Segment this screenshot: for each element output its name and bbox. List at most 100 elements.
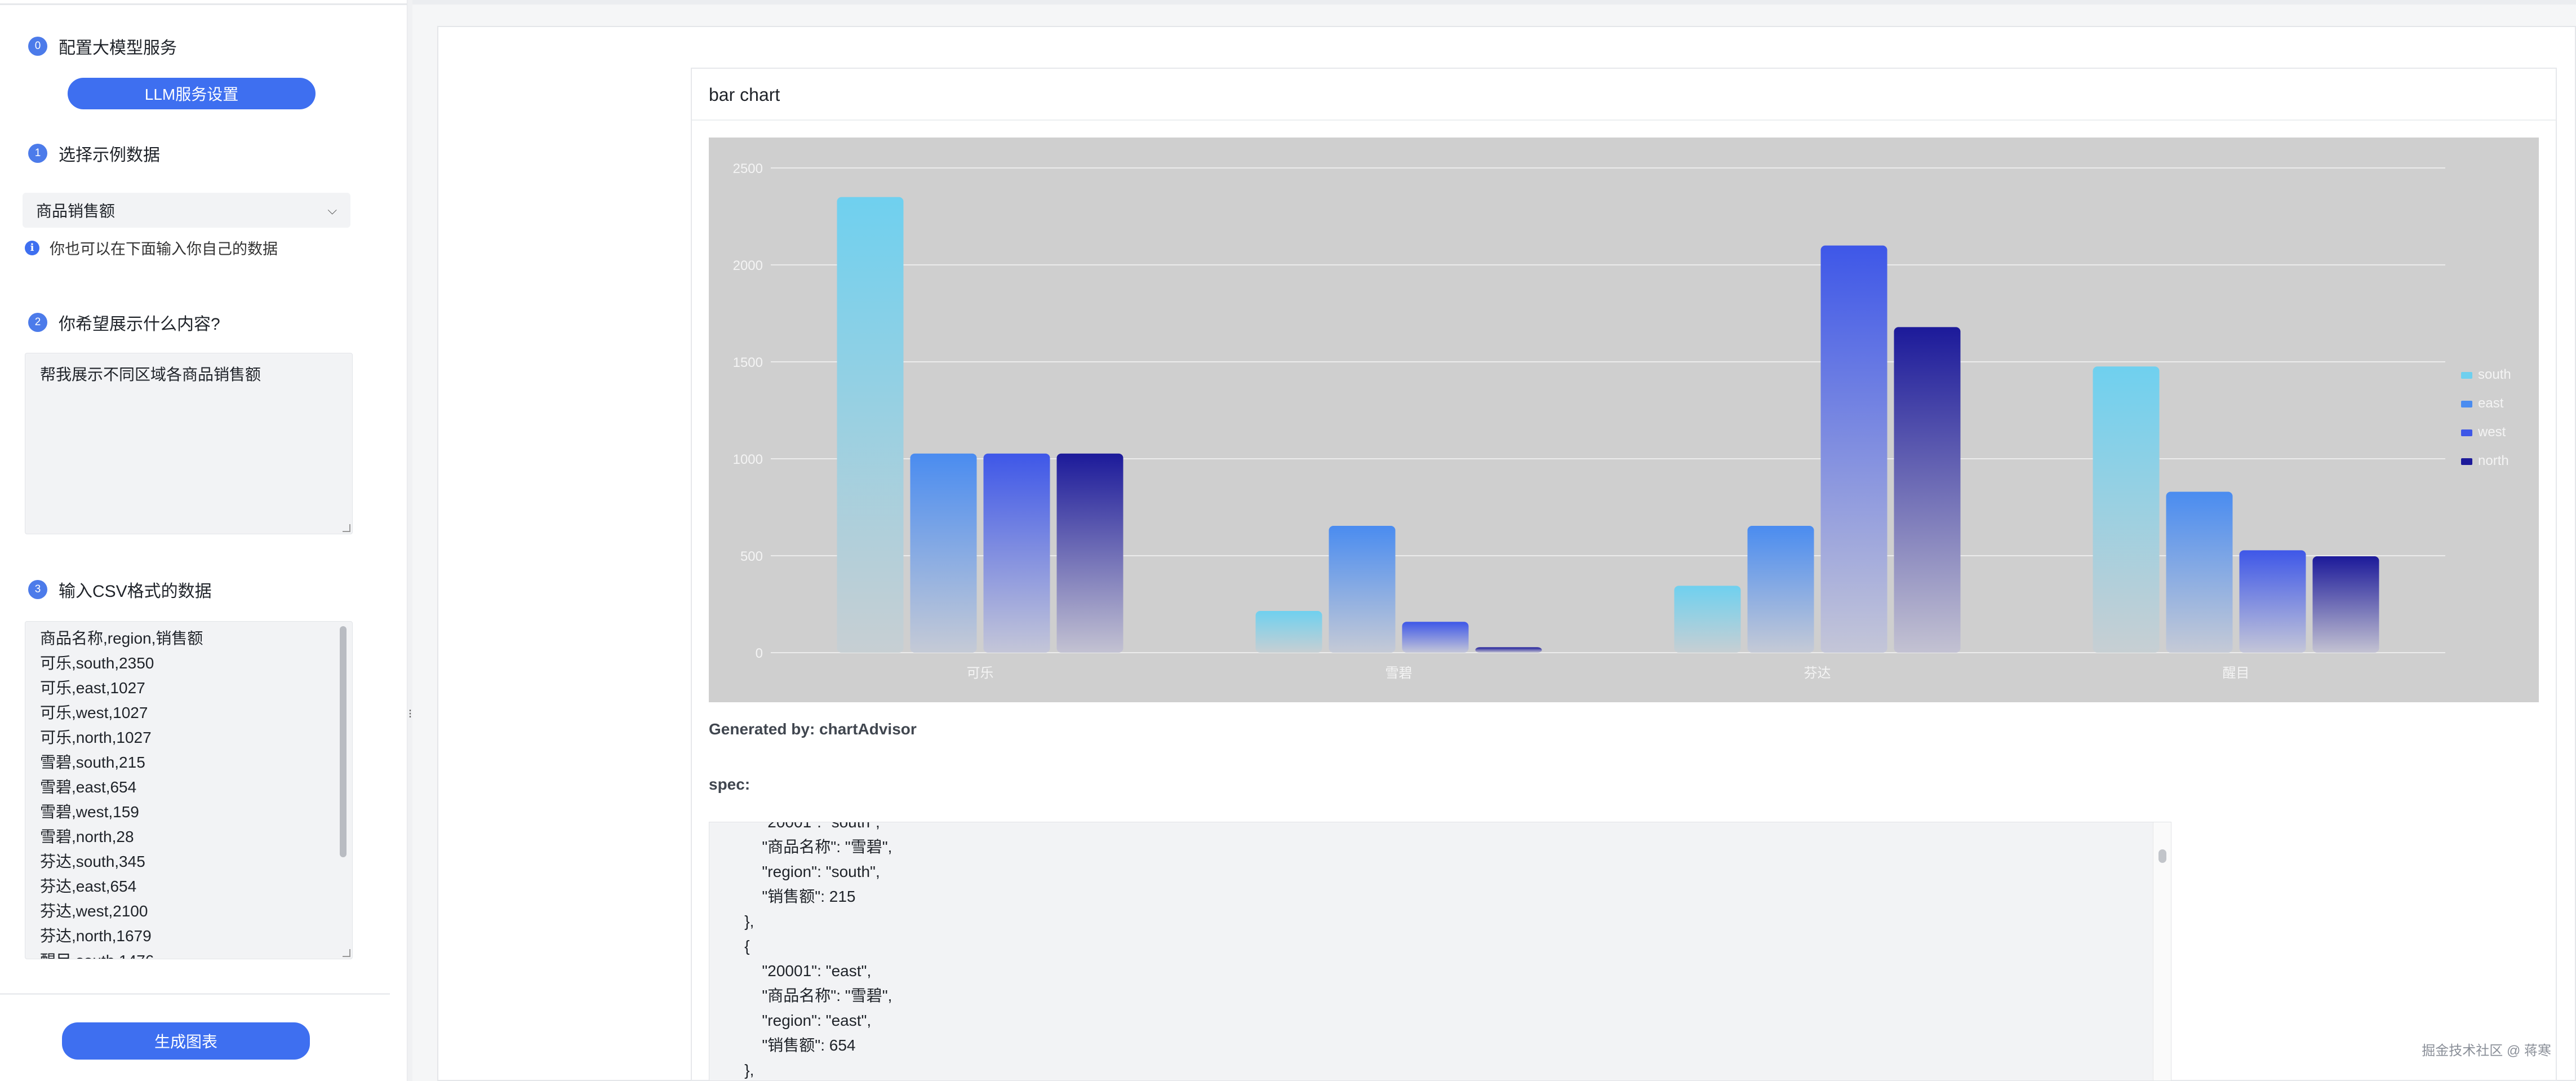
csv-line: 雪碧,south,215	[40, 754, 145, 771]
bar-north	[1894, 327, 1961, 653]
x-tick-label: 可乐	[967, 666, 994, 681]
step-badge-2: 2	[28, 313, 47, 332]
legend-swatch	[2461, 401, 2472, 407]
step-badge-3: 3	[28, 580, 47, 599]
spec-code-line: "销售额": 654	[709, 1036, 856, 1054]
csv-line: 可乐,north,1027	[40, 729, 152, 746]
csv-line: 雪碧,east,654	[40, 778, 137, 796]
spec-code-line: },	[709, 912, 754, 930]
bar-west	[1402, 622, 1469, 653]
spec-code-line: "20001": "east",	[709, 962, 872, 980]
spec-code-block[interactable]: "20001": "south", "商品名称": "雪碧", "region"…	[709, 822, 2171, 1081]
legend-label: west	[2477, 424, 2506, 440]
csv-line: 可乐,west,1027	[40, 704, 148, 721]
watermark: 掘金技术社区 @ 蒋寒	[2422, 1043, 2551, 1058]
step-query: 2 你希望展示什么内容?	[28, 310, 220, 335]
bar-south	[2093, 366, 2160, 653]
bar-chart: 0 500 1000 1500 2000 2500 可乐 雪碧 芬达 醒目 south east wes…	[709, 138, 2539, 702]
step-title-configure-llm: 配置大模型服务	[59, 39, 177, 57]
hint-text: 你也可以在下面输入你自己的数据	[50, 241, 278, 258]
step-title-select-sample: 选择示例数据	[59, 146, 160, 165]
csv-line: 醒目,south,1476	[40, 949, 337, 959]
bar-chart-svg: 0 500 1000 1500 2000 2500 可乐 雪碧 芬达 醒目 south east wes…	[733, 161, 2511, 681]
csv-line: 芬达,east,654	[40, 878, 137, 895]
step-csv-input: 3 输入CSV格式的数据	[28, 577, 212, 602]
dataset-select[interactable]: 商品销售额 ⌵	[23, 193, 350, 228]
legend-label: south	[2478, 367, 2511, 382]
step-badge-1: 1	[28, 144, 47, 163]
generate-chart-button[interactable]: 生成图表	[62, 1022, 310, 1060]
legend-swatch	[2461, 429, 2472, 436]
legend-label: east	[2478, 396, 2504, 411]
spec-code-line: "商品名称": "雪碧",	[709, 838, 892, 856]
csv-line: 可乐,south,2350	[40, 654, 154, 672]
csv-lines: 商品名称,region,销售额 可乐,south,2350 可乐,east,1027…	[40, 626, 337, 959]
y-tick-label: 0	[756, 646, 763, 661]
custom-data-hint: i 你也可以在下面输入你自己的数据	[25, 237, 278, 259]
csv-line: 雪碧,north,28	[40, 828, 134, 845]
csv-textarea[interactable]: 商品名称,region,销售额 可乐,south,2350 可乐,east,1027…	[25, 621, 353, 959]
y-tick-label: 1000	[733, 452, 763, 467]
csv-line: 芬达,south,345	[40, 853, 145, 870]
spec-code-line: "销售额": 215	[709, 888, 856, 905]
step-badge-0: 0	[28, 37, 47, 56]
x-tick-label: 芬达	[1804, 666, 1831, 681]
bar-west	[2239, 550, 2306, 653]
bar-north	[1056, 453, 1123, 653]
csv-line: 雪碧,west,159	[40, 803, 139, 821]
spec-code-line: {	[709, 937, 750, 955]
panel-resize-divider[interactable]	[407, 0, 412, 1081]
step-title-query: 你希望展示什么内容?	[59, 315, 220, 334]
x-tick-label: 雪碧	[1385, 666, 1413, 681]
bar-east	[910, 453, 977, 653]
bar-south	[1255, 611, 1322, 653]
step-configure-llm: 0 配置大模型服务	[28, 34, 177, 59]
csv-line: 芬达,north,1679	[40, 927, 152, 945]
spec-code-line: },	[709, 1061, 754, 1079]
sidebar-divider	[0, 993, 390, 995]
bar-north	[1475, 647, 1542, 653]
card-title: bar chart	[692, 69, 2556, 121]
y-tick-label: 2500	[733, 161, 763, 176]
dataset-select-value: 商品销售额	[36, 202, 116, 220]
spec-code-line: "region": "south",	[709, 863, 880, 880]
csv-line: 芬达,west,2100	[40, 902, 148, 920]
bar-south	[1674, 586, 1741, 653]
generated-by-text: Generated by: chartAdvisor	[709, 720, 917, 738]
spec-code-lines: "20001": "south", "商品名称": "雪碧", "region"…	[709, 822, 892, 1080]
csv-line: 可乐,east,1027	[40, 679, 145, 697]
query-textarea[interactable]: 帮我展示不同区域各商品销售额	[25, 353, 353, 534]
step-title-csv-input: 输入CSV格式的数据	[59, 582, 212, 601]
step-select-sample: 1 选择示例数据	[28, 141, 160, 166]
sidebar: 0 配置大模型服务 LLM服务设置 1 选择示例数据 商品销售额 ⌵ i 你也可…	[0, 0, 407, 1081]
resize-handle-icon[interactable]	[343, 524, 350, 532]
x-tick-label: 醒目	[2223, 666, 2250, 681]
query-text: 帮我展示不同区域各商品销售额	[40, 366, 261, 383]
bar-north	[2312, 556, 2379, 653]
csv-line: 商品名称,region,销售额	[40, 630, 203, 647]
y-tick-label: 500	[740, 549, 763, 564]
spec-code-line: "region": "east",	[709, 1012, 872, 1029]
bar-west	[1820, 245, 1887, 653]
top-strip	[412, 0, 2576, 5]
spec-scroll-track[interactable]	[2153, 822, 2171, 1080]
drag-handle-icon[interactable]: ⁝	[408, 707, 412, 721]
y-tick-label: 1500	[733, 355, 763, 370]
bar-east	[1329, 526, 1396, 653]
bar-west	[983, 453, 1050, 653]
spec-scrollbar[interactable]	[2158, 849, 2166, 863]
bar-east	[2166, 491, 2233, 653]
sidebar-top-rule	[0, 3, 407, 5]
llm-settings-button[interactable]: LLM服务设置	[68, 78, 316, 109]
chevron-down-icon: ⌵	[327, 203, 337, 217]
y-tick-label: 2000	[733, 258, 763, 273]
legend-label: north	[2478, 453, 2509, 468]
spec-label: spec:	[709, 776, 750, 793]
spec-code-line: "20001": "south",	[709, 822, 880, 831]
csv-scrollbar[interactable]	[340, 626, 347, 857]
spec-code-line: "商品名称": "雪碧",	[709, 987, 892, 1004]
info-icon: i	[25, 240, 39, 255]
legend-swatch	[2461, 372, 2472, 379]
resize-handle-icon[interactable]	[343, 949, 350, 957]
legend-swatch	[2461, 458, 2472, 465]
